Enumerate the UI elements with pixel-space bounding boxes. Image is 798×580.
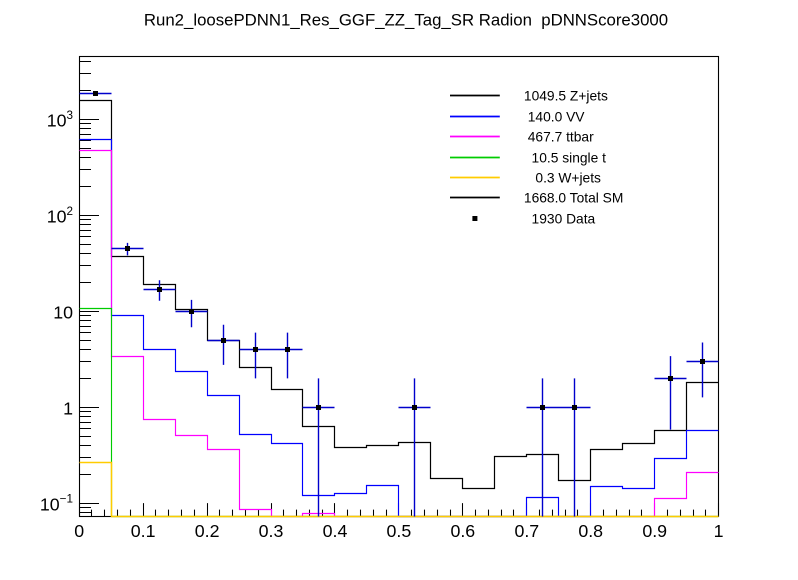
svg-text:10.5 single t: 10.5 single t	[524, 151, 606, 166]
svg-text:0.9: 0.9	[642, 521, 667, 541]
svg-text:467.7 ttbar: 467.7 ttbar	[524, 130, 594, 145]
svg-text:0.4: 0.4	[323, 521, 348, 541]
svg-text:140.0 VV: 140.0 VV	[524, 110, 585, 125]
svg-text:0.7: 0.7	[514, 521, 539, 541]
svg-text:1930 Data: 1930 Data	[524, 212, 596, 227]
svg-text:0.3: 0.3	[259, 521, 284, 541]
svg-text:0.3 W+jets: 0.3 W+jets	[524, 171, 601, 186]
svg-text:0.8: 0.8	[578, 521, 603, 541]
svg-text:102: 102	[47, 205, 73, 227]
svg-text:1668.0 Total SM: 1668.0 Total SM	[524, 191, 623, 206]
svg-text:0.1: 0.1	[131, 521, 156, 541]
svg-text:1: 1	[714, 521, 724, 541]
svg-text:0.5: 0.5	[387, 521, 412, 541]
svg-text:1: 1	[63, 399, 73, 419]
svg-text:103: 103	[47, 109, 73, 131]
svg-text:1049.5 Z+jets: 1049.5 Z+jets	[524, 89, 608, 104]
svg-text:10: 10	[53, 303, 73, 323]
svg-text:0.6: 0.6	[450, 521, 475, 541]
svg-text:0: 0	[74, 521, 84, 541]
svg-text:0.2: 0.2	[195, 521, 220, 541]
svg-text:Run2_loosePDNN1_Res_GGF_ZZ_Tag: Run2_loosePDNN1_Res_GGF_ZZ_Tag_SR Radion…	[144, 11, 668, 30]
